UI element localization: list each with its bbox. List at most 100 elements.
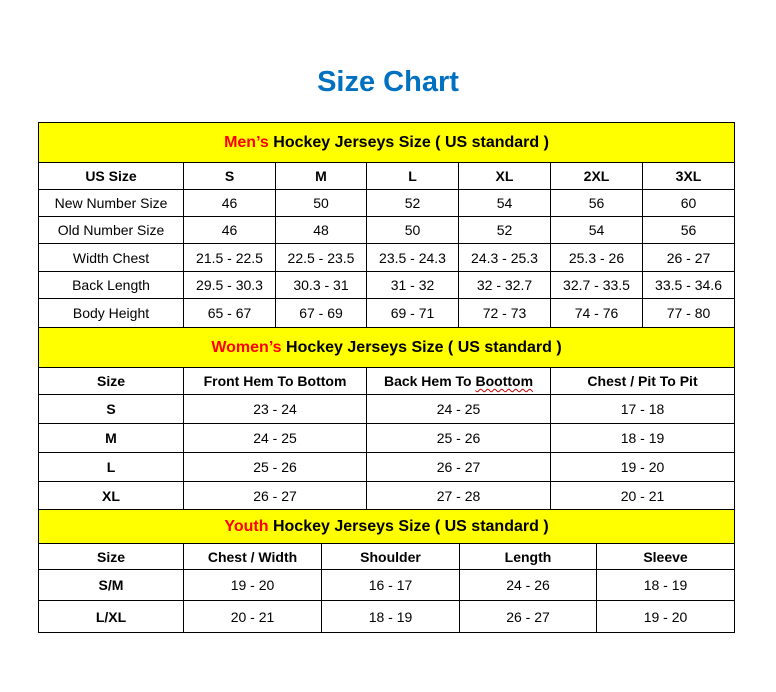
row-label: Old Number Size bbox=[38, 216, 184, 244]
heading-text: Hockey Jerseys Size ( US standard ) bbox=[268, 517, 549, 535]
table-cell: 25.3 - 26 bbox=[550, 243, 643, 272]
column-header: L bbox=[366, 162, 459, 190]
table-cell: 48 bbox=[275, 216, 367, 244]
table-cell: 26 - 27 bbox=[641, 243, 736, 272]
table-cell: 77 - 80 bbox=[641, 298, 736, 328]
table-row: Body Height 65 - 67 67 - 69 69 - 71 72 - 73 7… bbox=[38, 298, 736, 328]
column-header-row: Size Chest / Width Shoulder Length Sleeve bbox=[38, 543, 736, 570]
row-label: Width Chest bbox=[38, 243, 184, 272]
mens-heading: Men’s Hockey Jerseys Size ( US standard … bbox=[37, 122, 736, 163]
column-header: 3XL bbox=[641, 162, 736, 190]
womens-heading: Women’s Hockey Jerseys Size ( US standar… bbox=[37, 327, 736, 368]
row-label: L bbox=[38, 452, 184, 482]
table-cell: 50 bbox=[275, 189, 367, 217]
table-cell: 69 - 71 bbox=[366, 298, 459, 328]
table-cell: 18 - 19 bbox=[595, 569, 736, 601]
heading-text: Hockey Jerseys Size ( US standard ) bbox=[281, 338, 562, 356]
column-header: Front Hem To Bottom bbox=[183, 367, 367, 395]
column-header: US Size bbox=[38, 162, 184, 190]
column-header: XL bbox=[458, 162, 551, 190]
table-row: S/M 19 - 20 16 - 17 24 - 26 18 - 19 bbox=[38, 569, 736, 601]
table-cell: 50 bbox=[366, 216, 459, 244]
table-cell: 29.5 - 30.3 bbox=[183, 271, 276, 299]
table-row: Back Length 29.5 - 30.3 30.3 - 31 31 - 32 32… bbox=[38, 271, 736, 299]
table-cell: 24.3 - 25.3 bbox=[458, 243, 551, 272]
table-cell: 19 - 20 bbox=[595, 600, 736, 633]
table-cell: 16 - 17 bbox=[321, 569, 460, 601]
column-header: M bbox=[275, 162, 367, 190]
table-cell: 30.3 - 31 bbox=[275, 271, 367, 299]
table-cell: 25 - 26 bbox=[366, 423, 551, 453]
heading-accent: Youth bbox=[224, 517, 269, 535]
table-cell: 26 - 27 bbox=[183, 481, 367, 510]
column-header: Length bbox=[459, 543, 597, 570]
row-label: XL bbox=[38, 481, 184, 510]
table-cell: 24 - 25 bbox=[366, 394, 551, 424]
table-cell: 56 bbox=[550, 189, 643, 217]
row-label: Body Height bbox=[38, 298, 184, 328]
table-cell: 54 bbox=[550, 216, 643, 244]
column-header: 2XL bbox=[550, 162, 643, 190]
table-cell: 52 bbox=[366, 189, 459, 217]
table-cell: 26 - 27 bbox=[366, 452, 551, 482]
table-row: XL 26 - 27 27 - 28 20 - 21 bbox=[38, 481, 736, 510]
column-header: Back Hem To Boottom bbox=[366, 367, 551, 395]
table-cell: 72 - 73 bbox=[458, 298, 551, 328]
row-label: S/M bbox=[38, 569, 184, 601]
youth-size-table: Youth Hockey Jerseys Size ( US standard … bbox=[37, 509, 736, 633]
table-cell: 20 - 21 bbox=[183, 600, 322, 633]
table-cell: 25 - 26 bbox=[183, 452, 367, 482]
table-cell: 18 - 19 bbox=[549, 423, 736, 453]
column-header-row: US Size S M L XL 2XL 3XL bbox=[38, 162, 736, 190]
table-row: Width Chest 21.5 - 22.5 22.5 - 23.5 23.5 - … bbox=[38, 243, 736, 272]
table-cell: 20 - 21 bbox=[549, 481, 736, 510]
column-header: S bbox=[183, 162, 276, 190]
table-cell: 52 bbox=[458, 216, 551, 244]
row-label: L/XL bbox=[38, 600, 184, 633]
table-cell: 46 bbox=[183, 189, 276, 217]
table-cell: 23.5 - 24.3 bbox=[366, 243, 459, 272]
table-cell: 65 - 67 bbox=[183, 298, 276, 328]
page-title: Size Chart bbox=[317, 66, 459, 98]
table-cell: 24 - 26 bbox=[459, 569, 597, 601]
table-cell: 32 - 32.7 bbox=[458, 271, 551, 299]
table-row: Old Number Size 46 48 50 52 54 56 bbox=[38, 216, 736, 244]
table-cell: 21.5 - 22.5 bbox=[183, 243, 276, 272]
row-label: S bbox=[38, 394, 184, 424]
table-cell: 32.7 - 33.5 bbox=[550, 271, 643, 299]
youth-heading: Youth Hockey Jerseys Size ( US standard … bbox=[37, 509, 736, 544]
table-cell: 74 - 76 bbox=[550, 298, 643, 328]
table-cell: 22.5 - 23.5 bbox=[275, 243, 367, 272]
table-cell: 17 - 18 bbox=[549, 394, 736, 424]
table-cell: 67 - 69 bbox=[275, 298, 367, 328]
column-header: Chest / Width bbox=[183, 543, 322, 570]
column-header: Size bbox=[38, 367, 184, 395]
table-cell: 26 - 27 bbox=[459, 600, 597, 633]
mens-size-table: Men’s Hockey Jerseys Size ( US standard … bbox=[37, 122, 736, 328]
table-cell: 46 bbox=[183, 216, 276, 244]
table-row: New Number Size 46 50 52 54 56 60 bbox=[38, 189, 736, 217]
table-cell: 18 - 19 bbox=[321, 600, 460, 633]
table-cell: 33.5 - 34.6 bbox=[641, 271, 736, 299]
womens-size-table: Women’s Hockey Jerseys Size ( US standar… bbox=[37, 327, 736, 510]
table-cell: 19 - 20 bbox=[183, 569, 322, 601]
row-label: M bbox=[38, 423, 184, 453]
table-row: L/XL 20 - 21 18 - 19 26 - 27 19 - 20 bbox=[38, 600, 736, 633]
column-header: Size bbox=[38, 543, 184, 570]
table-cell: 56 bbox=[641, 216, 736, 244]
table-row: S 23 - 24 24 - 25 17 - 18 bbox=[38, 394, 736, 424]
column-header-row: Size Front Hem To Bottom Back Hem To Boott… bbox=[38, 367, 736, 395]
table-cell: 31 - 32 bbox=[366, 271, 459, 299]
heading-accent: Women’s bbox=[211, 338, 282, 356]
row-label: New Number Size bbox=[38, 189, 184, 217]
column-header: Sleeve bbox=[595, 543, 736, 570]
table-cell: 24 - 25 bbox=[183, 423, 367, 453]
table-cell: 19 - 20 bbox=[549, 452, 736, 482]
table-row: M 24 - 25 25 - 26 18 - 19 bbox=[38, 423, 736, 453]
table-cell: 27 - 28 bbox=[366, 481, 551, 510]
table-cell: 23 - 24 bbox=[183, 394, 367, 424]
table-cell: 54 bbox=[458, 189, 551, 217]
heading-accent: Men’s bbox=[224, 133, 269, 151]
column-header: Chest / Pit To Pit bbox=[549, 367, 736, 395]
table-cell: 60 bbox=[641, 189, 736, 217]
